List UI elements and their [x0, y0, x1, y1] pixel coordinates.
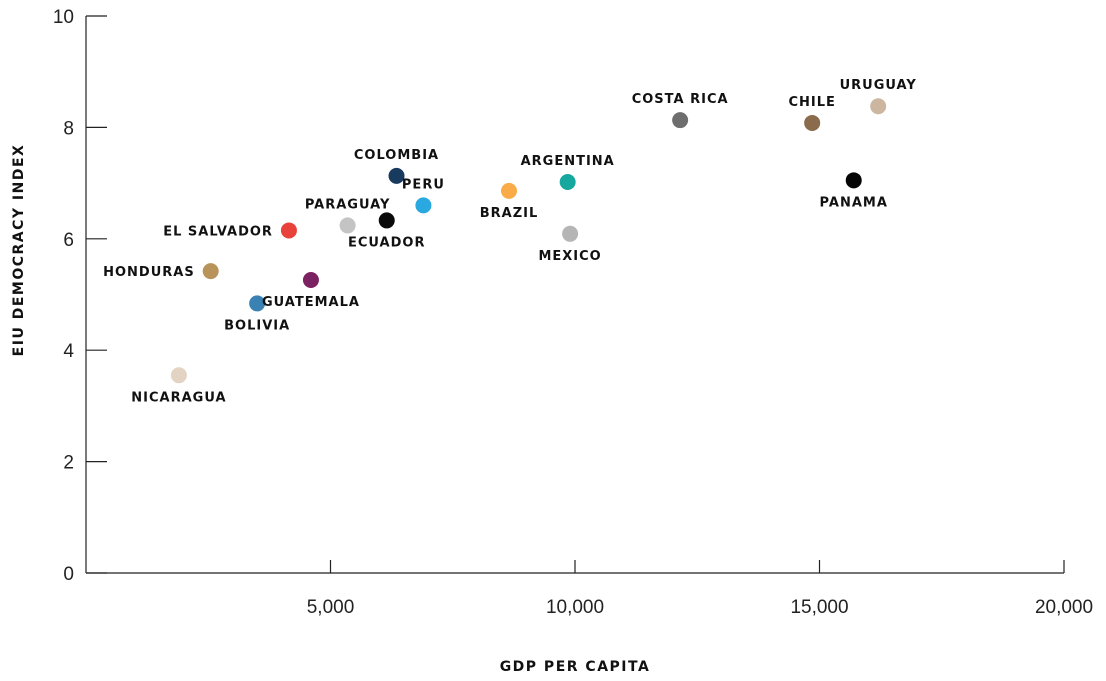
y-tick-label: 6 — [63, 230, 74, 251]
ticks: 0 2 4 6 8 10 5,000 10,000 15,000 20,000 — [53, 7, 1093, 618]
point-label: COSTA RICA — [632, 92, 729, 107]
point-label: ECUADOR — [348, 235, 426, 250]
data-point — [870, 98, 887, 115]
point-label: MEXICO — [538, 249, 601, 264]
y-axis-title: EIU DEMOCRACY INDEX — [11, 144, 27, 357]
y-tick-label: 10 — [53, 7, 74, 28]
point-label: PANAMA — [820, 195, 888, 210]
data-point — [500, 182, 517, 199]
point-label: GUATEMALA — [262, 295, 360, 310]
x-tick-label: 5,000 — [307, 597, 355, 618]
data-point — [339, 217, 356, 234]
data-point — [202, 263, 219, 280]
data-point — [249, 295, 266, 312]
point-label: COLOMBIA — [354, 148, 439, 163]
data-point — [302, 272, 319, 289]
data-point — [845, 172, 862, 189]
y-tick-label: 0 — [63, 564, 74, 585]
axes — [85, 16, 1064, 574]
point-label: HONDURAS — [103, 265, 195, 280]
data-points: NICARAGUA HONDURAS BOLIVIA EL SALVADOR GUATE… — [103, 78, 917, 405]
data-point — [672, 112, 689, 129]
point-label: CHILE — [788, 95, 835, 110]
data-point — [415, 197, 432, 214]
point-label: BRAZIL — [480, 206, 539, 221]
x-tick-label: 10,000 — [546, 597, 604, 618]
data-point — [559, 173, 576, 190]
point-label: EL SALVADOR — [163, 224, 273, 239]
x-axis-title: GDP PER CAPITA — [500, 659, 651, 675]
point-label: ARGENTINA — [521, 154, 615, 169]
data-point — [562, 225, 579, 242]
data-point — [388, 167, 405, 184]
point-label: PARAGUAY — [305, 197, 391, 212]
point-label: BOLIVIA — [224, 318, 290, 333]
y-tick-label: 8 — [63, 118, 74, 139]
y-tick-label: 2 — [63, 453, 74, 474]
point-label: NICARAGUA — [131, 390, 226, 405]
data-point — [378, 212, 395, 229]
y-tick-label: 4 — [63, 341, 74, 362]
x-tick-label: 20,000 — [1035, 597, 1093, 618]
data-point — [804, 114, 821, 131]
point-label: URUGUAY — [840, 78, 917, 93]
x-tick-label: 15,000 — [790, 597, 848, 618]
data-point — [170, 367, 187, 384]
point-label: PERU — [402, 177, 445, 192]
data-point — [280, 222, 297, 239]
